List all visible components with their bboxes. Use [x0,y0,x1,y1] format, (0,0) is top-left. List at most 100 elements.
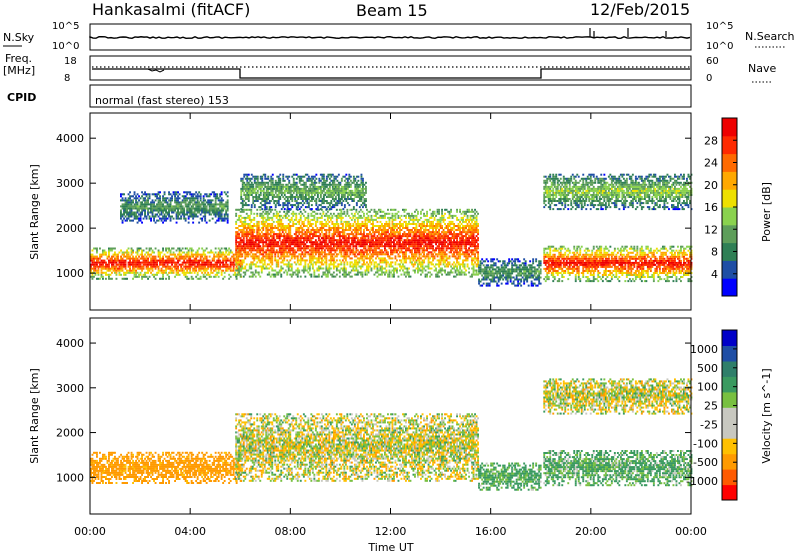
power-cell [423,233,425,235]
power-cell [180,218,182,220]
power-cell [289,231,291,233]
power-cell [179,252,181,254]
power-cell [438,229,440,231]
power-cell [368,215,370,217]
power-cell [225,248,227,250]
freq-right-tick-bottom: 0 [706,73,712,84]
power-cell [422,263,424,265]
power-cell [366,223,368,225]
power-cell [147,278,149,280]
power-cell [158,212,160,214]
power-cell [440,261,442,263]
power-cell [440,263,442,265]
power-cell [339,276,341,278]
power-cell [267,231,269,233]
power-cell [402,225,404,227]
power-cell [152,250,154,252]
power-cell [291,268,293,270]
power-cell [198,248,200,250]
power-cell [280,276,282,278]
power-cell [425,241,427,243]
power-cell [342,223,344,225]
power-cell [452,249,454,251]
power-cell [459,266,461,268]
power-cell [321,221,323,223]
power-cell [119,252,121,254]
power-cell [461,274,463,276]
power-cell [204,276,206,278]
power-cell [313,219,315,221]
power-cell [465,247,467,249]
power-cell [339,259,341,261]
power-cell [467,251,469,253]
power-cell [283,272,285,274]
power-cell [432,215,434,217]
power-cell [233,256,235,258]
power-cell [440,239,442,241]
power-cell [312,227,314,229]
power-cell [218,248,220,250]
power-cell [179,197,181,199]
power-cell [282,231,284,233]
power-cell [212,199,214,201]
power-cell [441,227,443,229]
power-cell [141,201,143,203]
power-cell [243,259,245,261]
power-cell [215,248,217,250]
power-cell [189,258,191,260]
power-cell [453,231,455,233]
power-cell [405,253,407,255]
power-cell [137,222,139,224]
power-cell [389,213,391,215]
power-cell [215,252,217,254]
power-cell [231,252,233,254]
power-cell [227,210,229,212]
power-cell [240,219,242,221]
power-cell [286,213,288,215]
power-cell [253,247,255,249]
power-cell [224,220,226,222]
power-cell [440,272,442,274]
power-cell [428,263,430,265]
power-cell [449,261,451,263]
power-cell [334,233,336,235]
power-cell [351,231,353,233]
power-cell [129,260,131,262]
power-cell [438,213,440,215]
power-cell [194,272,196,274]
power-cell [122,270,124,272]
power-cell [345,268,347,270]
power-cell [107,258,109,260]
power-cell [182,268,184,270]
power-cell [455,215,457,217]
power-cell [360,268,362,270]
power-cell [319,239,321,241]
noise-search-label: N.Search [745,30,795,43]
power-cell [386,249,388,251]
power-cell [182,248,184,250]
power-cell [212,252,214,254]
power-cell [206,258,208,260]
power-cell [316,227,318,229]
power-cell [294,261,296,263]
power-cell [291,276,293,278]
power-cell [456,266,458,268]
power-cell [110,274,112,276]
power-cell [404,231,406,233]
power-cell [444,243,446,245]
power-cell [444,270,446,272]
power-cell [198,222,200,224]
power-cell [262,257,264,259]
power-cell [258,221,260,223]
power-cell [429,209,431,211]
noise-sky-label: N.Sky [3,31,35,44]
power-cell [345,215,347,217]
power-cell [371,270,373,272]
power-cell [256,261,258,263]
power-cell [300,245,302,247]
power-cell [233,266,235,268]
power-cell [368,237,370,239]
power-cell [289,233,291,235]
power-cell [360,215,362,217]
power-cell [428,259,430,261]
